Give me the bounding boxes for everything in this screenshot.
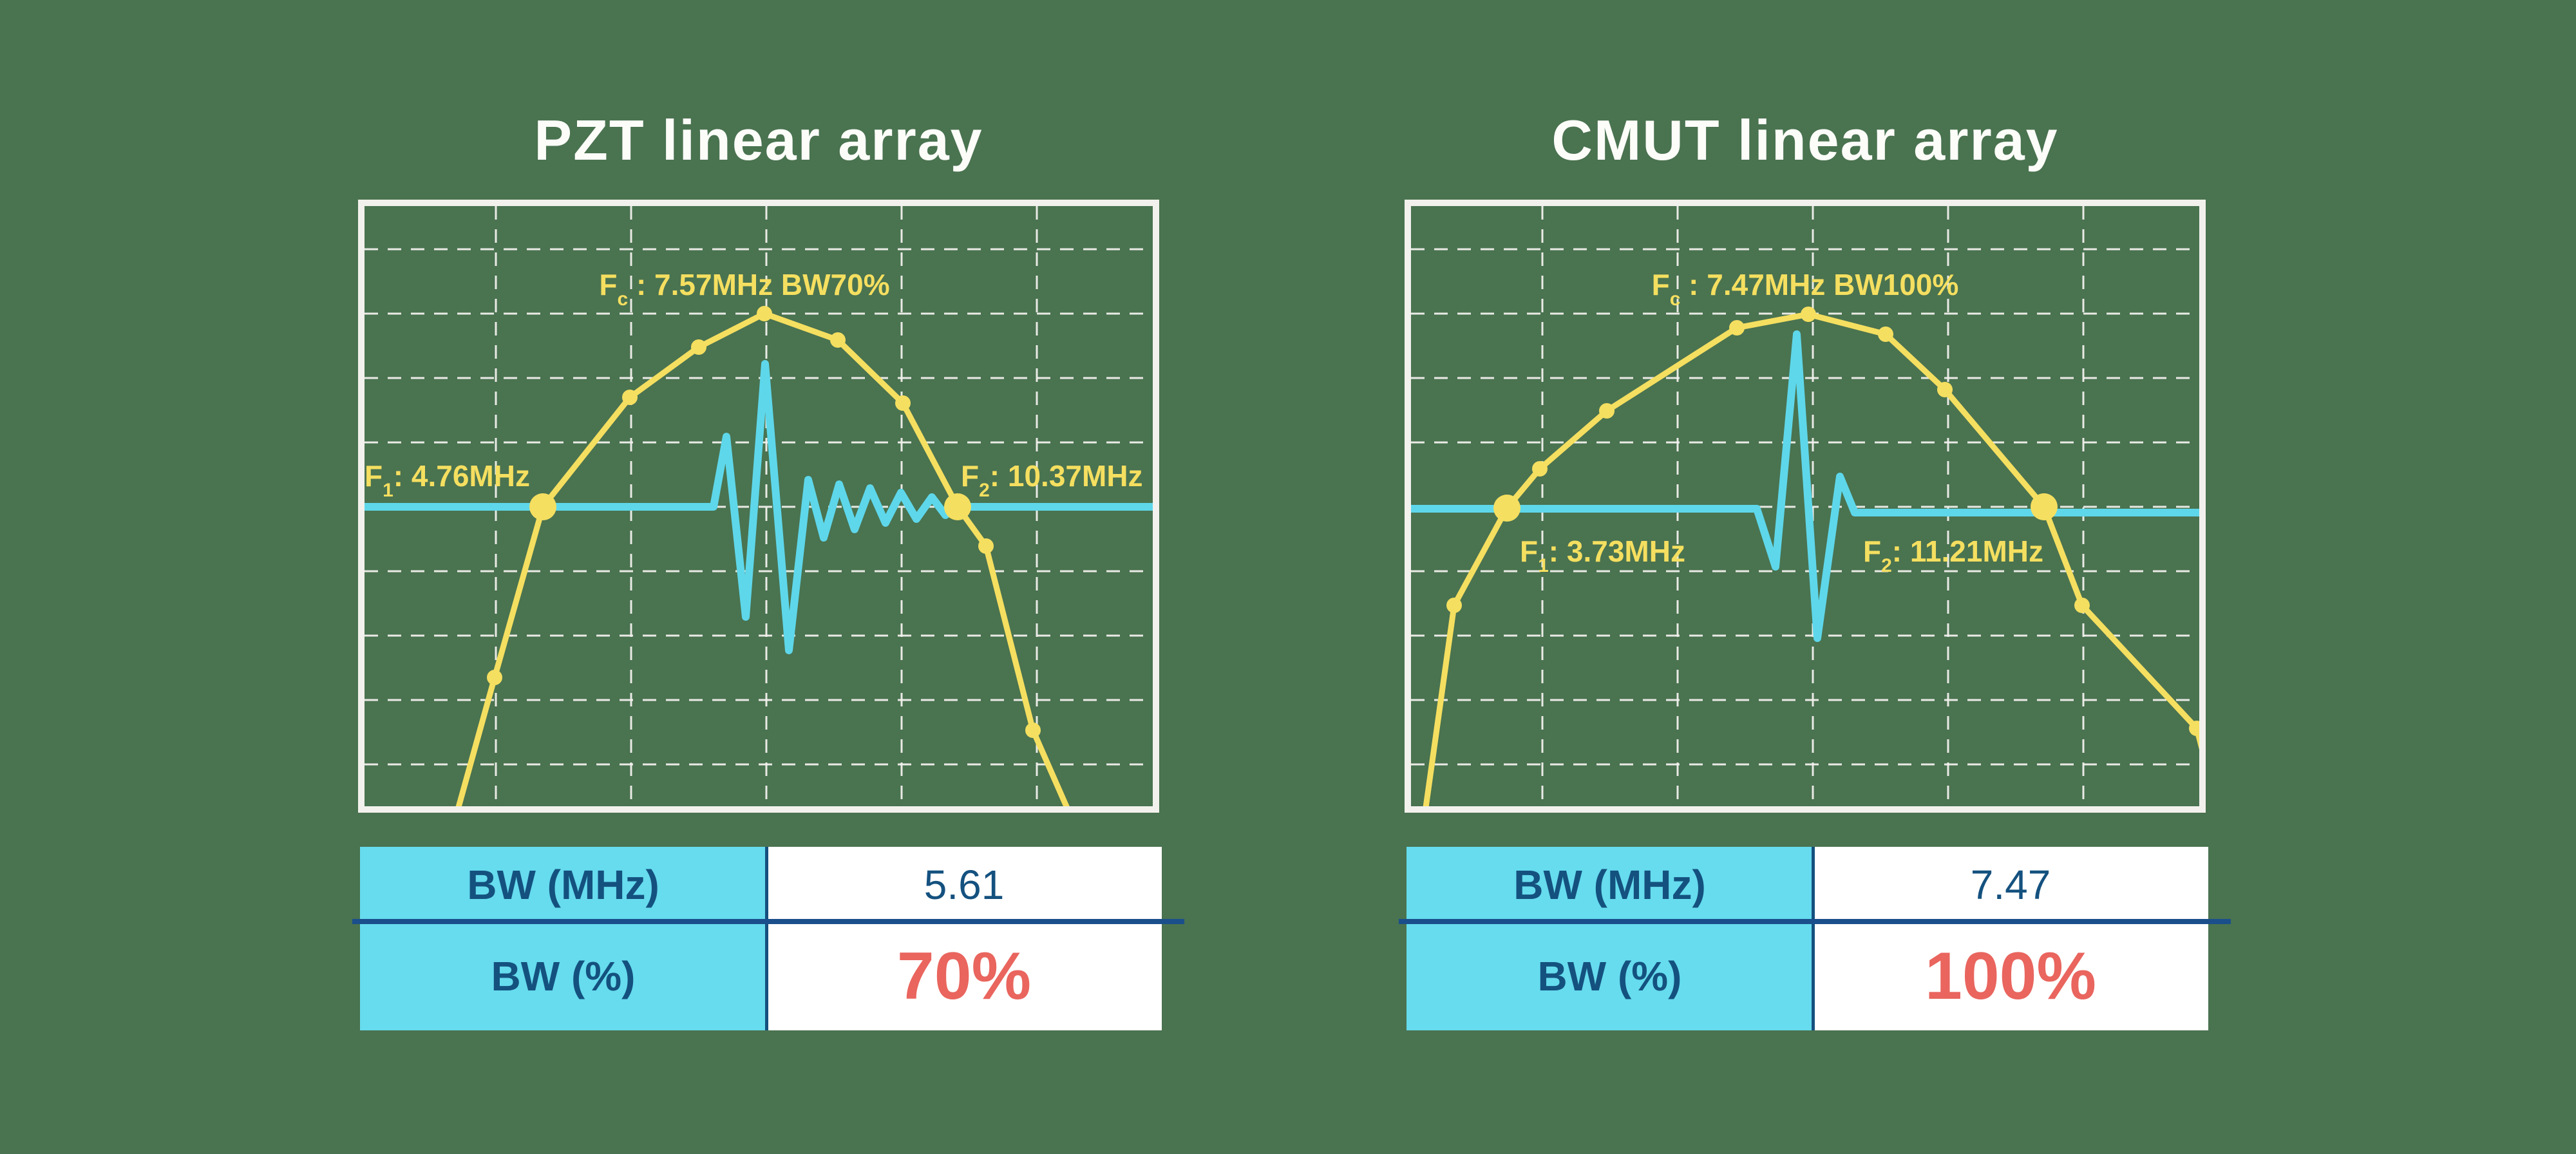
curve-dot	[487, 670, 502, 685]
cmut-spectrum-chart: Fc : 7.47MHz BW100% F1: 3.73MHz F2: 11.21M…	[1405, 200, 2206, 813]
bandwidth-marker-dot	[2031, 493, 2058, 520]
curve-dot	[1446, 598, 1462, 613]
cmut-panel: CMUT linear array Fc : 7.47MHz BW100% F1:…	[1399, 0, 2231, 1154]
curve-dot	[1599, 403, 1615, 419]
curve-dot	[2074, 598, 2090, 613]
curve-dot	[1801, 307, 1816, 322]
frequency-annotation: Fc : 7.47MHz BW100%	[1652, 268, 1959, 310]
bandwidth-marker-dot	[1493, 495, 1520, 522]
bw-mhz-label-cell: BW (MHz)	[360, 847, 766, 922]
table-accent-line	[1399, 919, 2231, 924]
curve-dot	[1729, 320, 1745, 336]
frequency-annotation: F1: 3.73MHz	[1520, 534, 1685, 576]
table-row: BW (%) 70%	[360, 922, 1162, 1030]
bw-percent-label-cell: BW (%)	[360, 922, 766, 1030]
curve-dot	[830, 332, 846, 348]
curve-dot	[1025, 723, 1041, 738]
pzt-spectrum-chart: Fc : 7.57MHz BW70% F1: 4.76MHz F2: 10.37MH…	[358, 200, 1159, 813]
bandwidth-marker-dot	[944, 493, 971, 520]
table-row: BW (MHz) 5.61	[360, 847, 1162, 922]
table-accent-line	[352, 919, 1184, 924]
curve-dot	[978, 538, 994, 554]
curve-dot	[622, 390, 638, 405]
spectrum-curve	[453, 310, 1073, 813]
bw-mhz-value-cell: 5.61	[766, 847, 1162, 922]
table-row: BW (MHz) 7.47	[1406, 847, 2208, 922]
curve-dot	[1937, 382, 1953, 397]
pzt-panel-title: PZT linear array	[534, 108, 983, 172]
pulse-waveform	[361, 360, 1157, 654]
curve-dot	[1532, 461, 1548, 477]
frequency-annotation: Fc : 7.57MHz BW70%	[599, 268, 889, 310]
frequency-annotation: F2: 10.37MHz	[961, 459, 1143, 501]
table-column-divider	[1812, 847, 1815, 1030]
bw-percent-value-cell: 70%	[766, 922, 1162, 1030]
bw-mhz-value-cell: 7.47	[1813, 847, 2208, 922]
chart-frame	[358, 200, 1159, 813]
pulse-waveform	[1407, 330, 2203, 642]
cmut-panel-title: CMUT linear array	[1551, 108, 2059, 172]
bandwidth-marker-dot	[529, 493, 556, 520]
frequency-annotation: F1: 4.76MHz	[365, 459, 530, 501]
bw-mhz-label-cell: BW (MHz)	[1406, 847, 1813, 922]
curve-dot	[691, 339, 706, 355]
curve-dot	[895, 395, 911, 411]
curve-dot	[757, 306, 772, 321]
chart-frame	[1405, 200, 2206, 813]
cmut-bw-table: BW (MHz) 7.47 BW (%) 100%	[1399, 847, 2231, 1030]
pzt-panel: PZT linear array Fc : 7.57MHz BW70% F1: 4…	[352, 0, 1184, 1154]
frequency-annotation: F2: 11.21MHz	[1863, 534, 2043, 576]
pzt-bw-table: BW (MHz) 5.61 BW (%) 70%	[352, 847, 1184, 1030]
bw-percent-label-cell: BW (%)	[1406, 922, 1813, 1030]
table-column-divider	[765, 847, 768, 1030]
table-row: BW (%) 100%	[1406, 922, 2208, 1030]
bw-percent-value-cell: 100%	[1813, 922, 2208, 1030]
curve-dot	[1878, 326, 1893, 342]
